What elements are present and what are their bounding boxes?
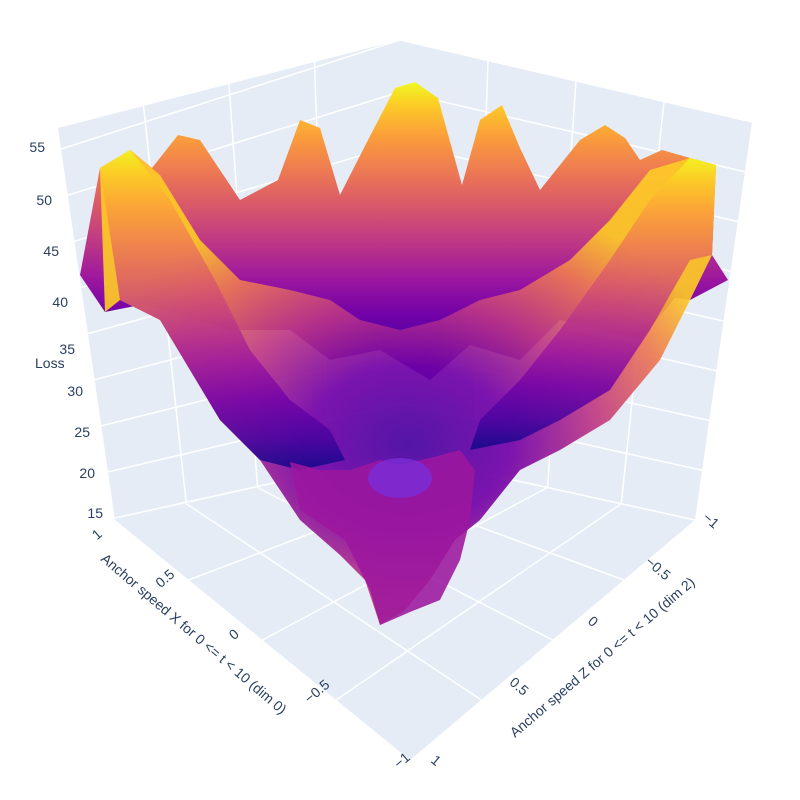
y-tick-label: 40 bbox=[52, 294, 68, 310]
y-tick-label: 20 bbox=[79, 465, 95, 481]
y-tick-label: 55 bbox=[29, 139, 45, 155]
y-tick-label: 30 bbox=[67, 383, 83, 399]
z-tick-label: 0.5 bbox=[507, 674, 532, 699]
surface-front-spike bbox=[290, 450, 475, 625]
y-tick-label: 25 bbox=[74, 424, 90, 440]
loss-surface bbox=[80, 82, 728, 625]
x-tick-label: 0.5 bbox=[152, 566, 177, 591]
y-tick-label: 45 bbox=[43, 243, 59, 259]
y-axis-title: Loss bbox=[35, 355, 65, 371]
surface-left-fold bbox=[100, 150, 345, 470]
y-axis-ticks: 15 20 25 30 35 40 45 50 55 bbox=[29, 139, 103, 521]
y-tick-label: 35 bbox=[59, 341, 75, 357]
x-tick-label: 0 bbox=[226, 625, 242, 642]
y-tick-label: 15 bbox=[87, 505, 103, 521]
x-tick-label: 1 bbox=[89, 525, 105, 542]
z-tick-label: 0 bbox=[585, 613, 601, 630]
grid-y-left-8 bbox=[57, 39, 401, 151]
y-tick-label: 50 bbox=[36, 192, 52, 208]
surface-right-fold bbox=[470, 158, 716, 450]
surface-bowl bbox=[100, 150, 716, 625]
surface-minimum-pit bbox=[368, 458, 432, 498]
z-tick-label: 1 bbox=[428, 752, 444, 769]
z-tick-label: −1 bbox=[700, 509, 723, 532]
grid-floor-a-3 bbox=[335, 503, 622, 701]
